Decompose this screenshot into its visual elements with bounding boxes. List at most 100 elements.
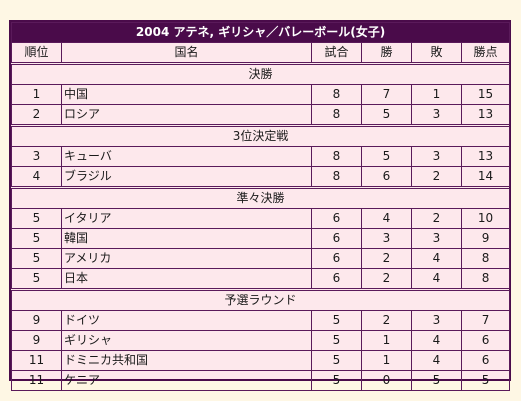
header-won: 勝	[361, 42, 412, 64]
cell-country: ギリシャ	[61, 330, 312, 351]
cell-points: 5	[460, 370, 511, 391]
table-row: 9 ドイツ 5 2 3 7	[11, 310, 511, 331]
cell-won: 1	[361, 350, 412, 371]
cell-played: 6	[311, 248, 362, 269]
table-row: 1 中国 8 7 1 15	[11, 84, 511, 105]
table-row: 11 ケニア 5 0 5 5	[11, 370, 511, 391]
cell-rank: 9	[11, 310, 62, 331]
header-points: 勝点	[460, 42, 511, 64]
cell-played: 8	[311, 166, 362, 188]
cell-points: 15	[460, 84, 511, 105]
cell-played: 5	[311, 330, 362, 351]
cell-lost: 3	[411, 310, 462, 331]
cell-points: 8	[460, 268, 511, 290]
table-row: 5 韓国 6 3 3 9	[11, 228, 511, 249]
table-row: 9 ギリシャ 5 1 4 6	[11, 330, 511, 351]
cell-lost: 4	[411, 350, 462, 371]
table-row: 4 ブラジル 8 6 2 14	[11, 166, 511, 188]
section-title: 予選ラウンド	[10, 288, 511, 311]
cell-points: 6	[460, 350, 511, 371]
table-row: 5 アメリカ 6 2 4 8	[11, 248, 511, 269]
cell-lost: 1	[411, 84, 462, 105]
cell-won: 2	[361, 268, 412, 290]
cell-played: 6	[311, 228, 362, 249]
section-header-row: 予選ラウンド	[10, 288, 511, 311]
cell-won: 2	[361, 310, 412, 331]
section-header-row: 準々決勝	[10, 186, 511, 209]
table-row: 11 ドミニカ共和国 5 1 4 6	[11, 350, 511, 371]
cell-lost: 4	[411, 330, 462, 351]
section-title: 決勝	[10, 62, 511, 85]
cell-won: 2	[361, 248, 412, 269]
header-played: 試合	[311, 42, 362, 64]
cell-rank: 5	[11, 208, 62, 229]
results-table: 2004 アテネ, ギリシャ／バレーボール(女子) 順位 国名 試合 勝 敗 勝…	[10, 22, 511, 391]
cell-won: 6	[361, 166, 412, 188]
cell-points: 9	[460, 228, 511, 249]
table-row: 3 キューバ 8 5 3 13	[11, 146, 511, 167]
cell-won: 0	[361, 370, 412, 391]
cell-rank: 5	[11, 248, 62, 269]
cell-won: 1	[361, 330, 412, 351]
cell-lost: 2	[411, 166, 462, 188]
cell-played: 6	[311, 208, 362, 229]
cell-played: 6	[311, 268, 362, 290]
cell-won: 3	[361, 228, 412, 249]
cell-country: ブラジル	[61, 166, 312, 188]
cell-country: 日本	[61, 268, 312, 290]
cell-points: 10	[460, 208, 511, 229]
cell-won: 5	[361, 104, 412, 126]
cell-rank: 5	[11, 228, 62, 249]
cell-country: ケニア	[61, 370, 312, 391]
cell-country: 韓国	[61, 228, 312, 249]
header-lost: 敗	[411, 42, 462, 64]
table-row: 2 ロシア 8 5 3 13	[11, 104, 511, 126]
cell-lost: 3	[411, 228, 462, 249]
cell-rank: 4	[11, 166, 62, 188]
cell-points: 8	[460, 248, 511, 269]
cell-won: 7	[361, 84, 412, 105]
table-title: 2004 アテネ, ギリシャ／バレーボール(女子)	[10, 22, 511, 43]
cell-country: アメリカ	[61, 248, 312, 269]
cell-points: 13	[460, 146, 511, 167]
cell-lost: 5	[411, 370, 462, 391]
cell-played: 5	[311, 310, 362, 331]
cell-played: 8	[311, 104, 362, 126]
cell-country: キューバ	[61, 146, 312, 167]
cell-rank: 9	[11, 330, 62, 351]
cell-rank: 11	[11, 350, 62, 371]
cell-country: ロシア	[61, 104, 312, 126]
cell-points: 6	[460, 330, 511, 351]
section-title: 準々決勝	[10, 186, 511, 209]
cell-points: 13	[460, 104, 511, 126]
cell-lost: 3	[411, 104, 462, 126]
cell-played: 8	[311, 146, 362, 167]
results-table-frame: 2004 アテネ, ギリシャ／バレーボール(女子) 順位 国名 試合 勝 敗 勝…	[9, 20, 511, 391]
cell-country: ドミニカ共和国	[61, 350, 312, 371]
header-country: 国名	[61, 42, 312, 64]
section-title: 3位決定戦	[10, 124, 511, 147]
cell-lost: 3	[411, 146, 462, 167]
cell-lost: 4	[411, 248, 462, 269]
cell-country: イタリア	[61, 208, 312, 229]
header-row: 順位 国名 試合 勝 敗 勝点	[11, 42, 511, 64]
cell-country: ドイツ	[61, 310, 312, 331]
cell-lost: 2	[411, 208, 462, 229]
cell-rank: 5	[11, 268, 62, 290]
section-header-row: 3位決定戦	[10, 124, 511, 147]
cell-played: 5	[311, 370, 362, 391]
header-rank: 順位	[11, 42, 62, 64]
cell-points: 7	[460, 310, 511, 331]
cell-points: 14	[460, 166, 511, 188]
table-row: 5 日本 6 2 4 8	[11, 268, 511, 290]
cell-country: 中国	[61, 84, 312, 105]
table-row: 5 イタリア 6 4 2 10	[11, 208, 511, 229]
cell-played: 5	[311, 350, 362, 371]
cell-lost: 4	[411, 268, 462, 290]
cell-won: 5	[361, 146, 412, 167]
cell-won: 4	[361, 208, 412, 229]
cell-played: 8	[311, 84, 362, 105]
cell-rank: 3	[11, 146, 62, 167]
cell-rank: 2	[11, 104, 62, 126]
section-header-row: 決勝	[10, 62, 511, 85]
